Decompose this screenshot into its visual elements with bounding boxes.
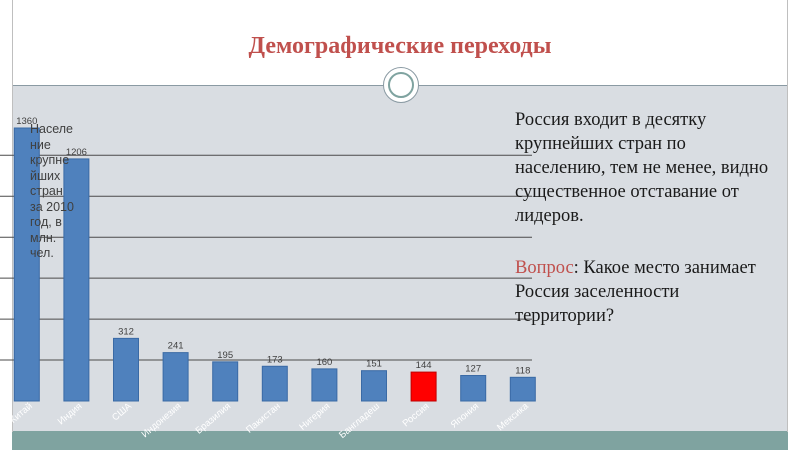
data-label-1: 1206 (66, 147, 87, 158)
data-label-8: 144 (416, 360, 432, 371)
paragraph-text: Россия входит в десятку крупнейших стран… (515, 110, 769, 226)
data-label-2: 312 (118, 326, 134, 337)
question-rest: : Какое место занимает Россия заселеннос… (515, 258, 756, 326)
bar-2 (113, 337, 139, 402)
bar-1 (63, 158, 90, 402)
bar-5 (261, 365, 288, 402)
chart-title: Население крупнейших стран за 2010 год, … (30, 122, 74, 260)
tick-label-10: Мексика (495, 400, 531, 433)
bar-8 (410, 371, 437, 402)
body-text: Россия входит в десятку крупнейших стран… (515, 108, 780, 328)
data-label-10: 118 (515, 365, 530, 376)
bar-6 (311, 368, 338, 402)
data-label-7: 151 (366, 359, 382, 370)
tick-label-6: Нигерия (297, 401, 332, 433)
tick-label-4: Бразилия (194, 401, 234, 437)
tick-label-9: Япония (449, 401, 481, 431)
bar-7 (361, 370, 387, 402)
bar-10 (509, 376, 536, 402)
data-label-5: 173 (267, 354, 283, 365)
circle-ornament-icon (383, 67, 419, 103)
question-text: Вопрос: Какое место занимает Россия засе… (515, 256, 780, 328)
tick-label-5: Пакистан (244, 401, 283, 436)
tick-label-0: Китай (8, 401, 35, 426)
data-label-9: 127 (465, 364, 481, 375)
data-label-4: 195 (217, 350, 233, 361)
bar-3 (162, 352, 189, 402)
tick-label-2: США (110, 400, 134, 423)
question-word: Вопрос (515, 258, 574, 278)
content-area (12, 85, 788, 431)
tick-label-1: Индия (56, 401, 85, 427)
bar-9 (460, 375, 487, 402)
tick-label-8: Россия (401, 401, 432, 429)
bar-0 (13, 127, 40, 402)
slide-frame (12, 0, 788, 432)
data-label-3: 241 (168, 341, 184, 352)
tick-label-3: Индонезия (140, 401, 184, 440)
population-bar-chart: 1360 Китай 1206 Индия 312 США 241 Индонезия 195 Б… (0, 116, 536, 441)
data-label-0: 1360 (16, 116, 37, 127)
slide-title: Демографические переходы (248, 33, 552, 59)
tick-label-7: Бангладеш (337, 401, 382, 441)
footer-bar (12, 431, 788, 450)
bar-4 (212, 361, 239, 402)
data-label-6: 160 (316, 357, 332, 368)
